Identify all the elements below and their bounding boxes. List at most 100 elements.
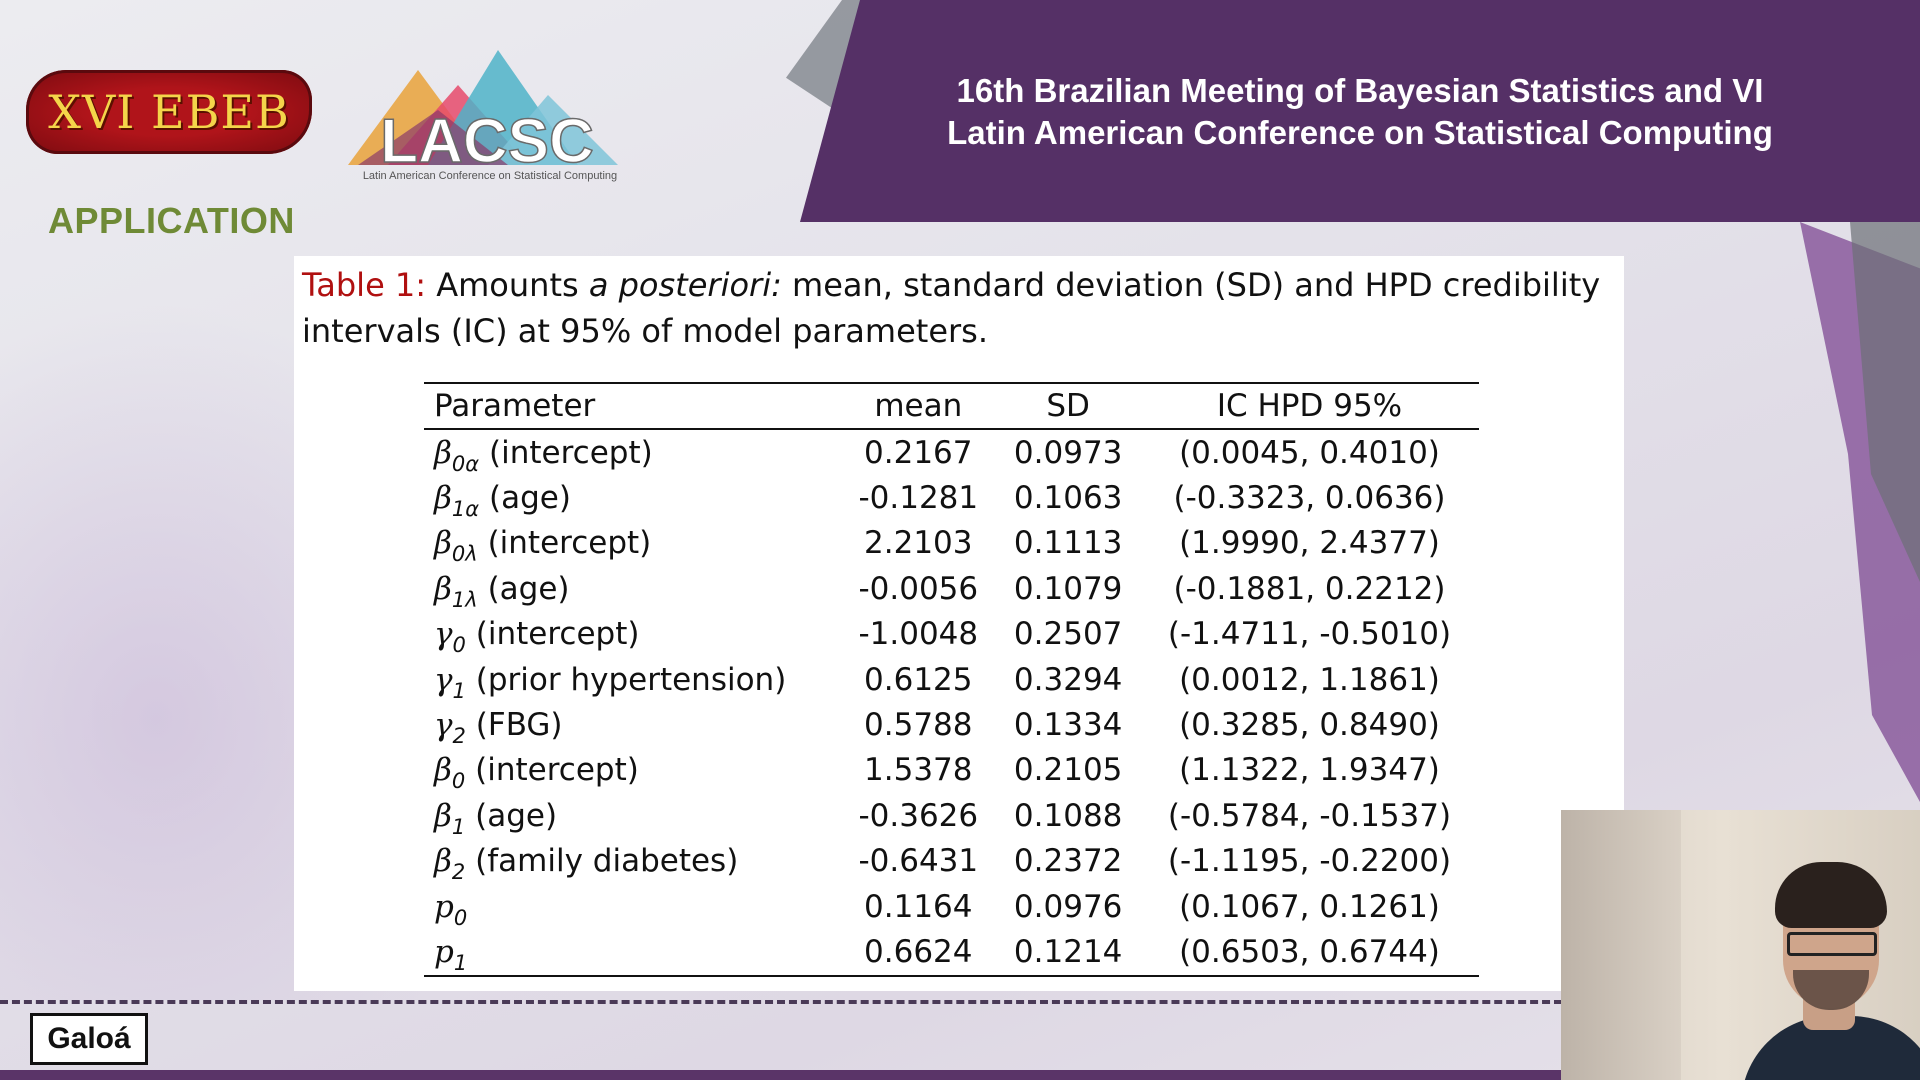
param-symbol: p	[434, 888, 454, 925]
table-row: p1 0.6624 0.1214 (0.6503, 0.6744)	[424, 929, 1479, 977]
param-cell: γ1 (prior hypertension)	[424, 657, 840, 703]
parameters-table: Parameter mean SD IC HPD 95% β0α (interc…	[424, 382, 1479, 977]
presenter-webcam	[1561, 810, 1920, 1080]
table-row: γ0 (intercept) -1.0048 0.2507 (-1.4711, …	[424, 612, 1479, 657]
galoa-logo: Galoá	[30, 1013, 148, 1065]
param-symbol: γ	[434, 707, 453, 744]
table-row: β1 (age) -0.3626 0.1088 (-0.5784, -0.153…	[424, 793, 1479, 839]
param-subscript: 2	[451, 860, 466, 885]
mean-cell: -0.0056	[858, 570, 979, 607]
param-cell: γ0 (intercept)	[424, 612, 840, 657]
footer-bar	[0, 1070, 1920, 1080]
param-description: (intercept)	[475, 752, 639, 789]
param-subscript: 0α	[451, 451, 480, 476]
param-subscript: 0λ	[451, 542, 478, 567]
param-description: (family diabetes)	[475, 843, 739, 880]
param-description: (age)	[489, 480, 571, 517]
param-cell: β0 (intercept)	[424, 748, 840, 793]
param-symbol: β	[434, 752, 452, 789]
mean-cell: -0.3626	[858, 797, 979, 834]
ic-cell: (0.6503, 0.6744)	[1139, 929, 1479, 977]
param-subscript: 2	[452, 724, 466, 749]
sd-cell: 0.2372	[1013, 843, 1123, 880]
mean-cell: -0.6431	[858, 843, 979, 880]
param-cell: β2 (family diabetes)	[424, 839, 840, 884]
param-cell: p0	[424, 884, 840, 930]
param-subscript: 1	[452, 678, 466, 703]
param-symbol: β	[434, 843, 452, 880]
ic-cell: (0.0045, 0.4010)	[1179, 434, 1440, 471]
param-symbol: β	[434, 434, 452, 471]
param-subscript: 0	[451, 769, 466, 794]
table-row: γ1 (prior hypertension) 0.6125 0.3294 (0…	[424, 657, 1479, 703]
mean-cell: 0.6624	[840, 929, 997, 977]
table-row: β0 (intercept) 1.5378 0.2105 (1.1322, 1.…	[424, 748, 1479, 793]
param-cell: γ2 (FBG)	[424, 702, 840, 749]
param-description: (age)	[487, 570, 570, 607]
sd-cell: 0.0973	[1013, 434, 1123, 471]
table-caption-label: Table 1:	[302, 266, 427, 304]
sd-cell: 0.1088	[1013, 797, 1123, 834]
param-description: (intercept)	[489, 434, 653, 471]
table-caption-emphasis: a posteriori:	[588, 266, 782, 304]
param-subscript: 1λ	[451, 587, 478, 612]
lacsc-logo-subtitle: Latin American Conference on Statistical…	[362, 170, 618, 182]
param-subscript: 1	[453, 950, 468, 975]
table-row: β1α (age) -0.1281 0.1063 (-0.3323, 0.063…	[424, 475, 1479, 522]
mean-cell: 0.5788	[864, 707, 973, 744]
sd-cell: 0.1113	[1013, 525, 1123, 562]
webcam-background	[1561, 810, 1681, 1080]
table-row: β2 (family diabetes) -0.6431 0.2372 (-1.…	[424, 839, 1479, 884]
param-description: (intercept)	[475, 616, 640, 653]
sd-cell: 0.2507	[1013, 616, 1123, 653]
table-body: β0α (intercept) 0.2167 0.0973 (0.0045, 0…	[424, 429, 1479, 977]
param-symbol: p	[434, 933, 454, 970]
header-mean: mean	[840, 382, 997, 430]
mean-cell: -0.1281	[858, 480, 979, 517]
mean-cell: -1.0048	[858, 616, 979, 653]
mean-cell: 0.1164	[864, 888, 973, 925]
param-cell: β0α (intercept)	[424, 429, 840, 476]
ic-cell: (-1.1195, -0.2200)	[1167, 843, 1452, 880]
param-description: (age)	[475, 797, 558, 834]
lacsc-logo: LACSC	[348, 50, 618, 177]
ic-cell: (1.9990, 2.4377)	[1179, 525, 1440, 562]
param-subscript: 1	[451, 814, 466, 839]
param-subscript: 0	[452, 633, 466, 658]
presenter-hair	[1775, 862, 1887, 928]
sd-cell: 0.1334	[1013, 707, 1123, 744]
conference-title-line1: 16th Brazilian Meeting of Bayesian Stati…	[956, 72, 1764, 109]
mean-cell: 1.5378	[864, 752, 973, 789]
header-parameter: Parameter	[424, 382, 841, 430]
ic-cell: (1.1322, 1.9347)	[1179, 752, 1440, 789]
mean-cell: 0.2167	[864, 434, 973, 471]
ic-cell: (0.1067, 0.1261)	[1179, 888, 1440, 925]
conference-title-line2: Latin American Conference on Statistical…	[947, 114, 1773, 151]
param-cell: β0λ (intercept)	[424, 521, 840, 566]
param-description: (FBG)	[475, 707, 563, 744]
ic-cell: (-0.3323, 0.0636)	[1173, 480, 1446, 517]
presenter-glasses	[1787, 932, 1877, 956]
param-symbol: β	[434, 797, 452, 834]
param-cell: p1	[424, 929, 841, 977]
ebeb-logo: XVI EBEB	[26, 70, 312, 154]
param-cell: β1 (age)	[424, 793, 840, 839]
mean-cell: 0.6125	[864, 661, 973, 698]
param-subscript: 1α	[451, 497, 480, 522]
header-banner	[800, 0, 1920, 222]
param-description: (prior hypertension)	[475, 661, 787, 698]
sd-cell: 0.0976	[1013, 888, 1123, 925]
table-row: γ2 (FBG) 0.5788 0.1334 (0.3285, 0.8490)	[424, 702, 1479, 749]
header-sd: SD	[996, 382, 1140, 430]
param-symbol: γ	[434, 616, 453, 653]
ic-cell: (-0.1881, 0.2212)	[1173, 570, 1446, 607]
table-slide: Table 1: Amounts a posteriori: mean, sta…	[294, 256, 1624, 991]
ic-cell: (0.0012, 1.1861)	[1179, 661, 1440, 698]
ic-cell: (-0.5784, -0.1537)	[1167, 797, 1452, 834]
lacsc-logo-text: LACSC	[380, 107, 594, 176]
sd-cell: 0.1079	[1013, 570, 1123, 607]
table-caption-post: mean, standard deviation (SD) and HPD cr…	[302, 266, 1601, 350]
ic-cell: (-1.4711, -0.5010)	[1167, 616, 1452, 653]
galoa-logo-text: Galoá	[47, 1022, 131, 1055]
table-row: β0λ (intercept) 2.2103 0.1113 (1.9990, 2…	[424, 521, 1479, 566]
